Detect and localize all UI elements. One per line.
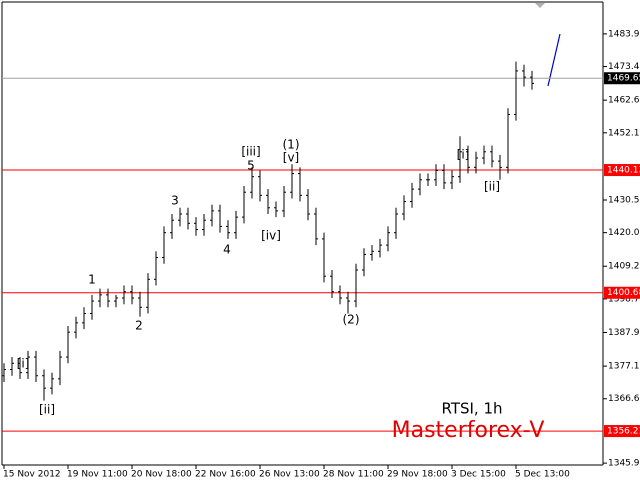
x-tick-label: 19 Nov 11:00 — [67, 470, 128, 480]
x-tick-label: 15 Nov 2012 — [3, 470, 61, 480]
x-tick-label: 28 Nov 11:00 — [323, 470, 384, 480]
price-label-box — [604, 164, 640, 177]
y-tick-label: 1420.00 — [608, 228, 640, 238]
price-label-box — [604, 286, 640, 299]
x-tick-label: 26 Nov 13:00 — [259, 470, 320, 480]
price-label: 1440.13 — [607, 166, 640, 176]
shift-marker — [535, 3, 545, 8]
wave-label: (1) — [283, 138, 300, 152]
forecast-line — [547, 33, 561, 87]
x-tick-label: 29 Nov 18:00 — [387, 470, 448, 480]
wave-label: [iv] — [261, 229, 281, 243]
y-tick-label: 1430.50 — [608, 195, 640, 205]
wave-label: 5 — [247, 159, 255, 173]
watermark: Masterforex-V — [392, 418, 545, 443]
x-tick-label: 20 Nov 18:00 — [131, 470, 192, 480]
wave-label: 4 — [223, 243, 231, 257]
y-tick-label: 1398.70 — [608, 294, 640, 304]
y-tick-label: 1462.60 — [608, 96, 640, 106]
wave-label: [ii] — [484, 180, 500, 194]
y-tick-label: 1409.20 — [608, 262, 640, 272]
wave-label: (2) — [343, 313, 360, 327]
price-label-box — [604, 72, 640, 85]
wave-label: 1 — [88, 273, 96, 287]
x-tick-label: 3 Dec 15:00 — [451, 470, 506, 480]
price-label-box — [604, 425, 640, 438]
y-tick-label: 1345.90 — [608, 459, 640, 469]
wave-label: [ii] — [39, 403, 55, 417]
y-tick-label: 1452.10 — [608, 128, 640, 138]
symbol-label: RTSI, 1h — [441, 400, 502, 418]
y-tick-label: 1387.90 — [608, 328, 640, 338]
price-label: 1400.68 — [607, 288, 640, 298]
wave-label: [iii] — [241, 145, 260, 159]
y-tick-label: 1473.40 — [608, 62, 640, 72]
y-tick-label: 1483.90 — [608, 29, 640, 39]
price-label: 1356.21 — [607, 427, 640, 437]
wave-label: 3 — [171, 194, 179, 208]
wave-label: [v] — [283, 151, 299, 165]
x-tick-label: 5 Dec 13:00 — [515, 470, 570, 480]
wave-label: [i] — [17, 357, 30, 371]
y-tick-label: 1377.10 — [608, 362, 640, 372]
wave-label: 2 — [135, 319, 143, 333]
price-label: 1469.65 — [607, 74, 640, 84]
wave-label: [i] — [457, 148, 470, 162]
x-tick-label: 22 Nov 16:00 — [195, 470, 256, 480]
y-tick-label: 1366.60 — [608, 394, 640, 404]
